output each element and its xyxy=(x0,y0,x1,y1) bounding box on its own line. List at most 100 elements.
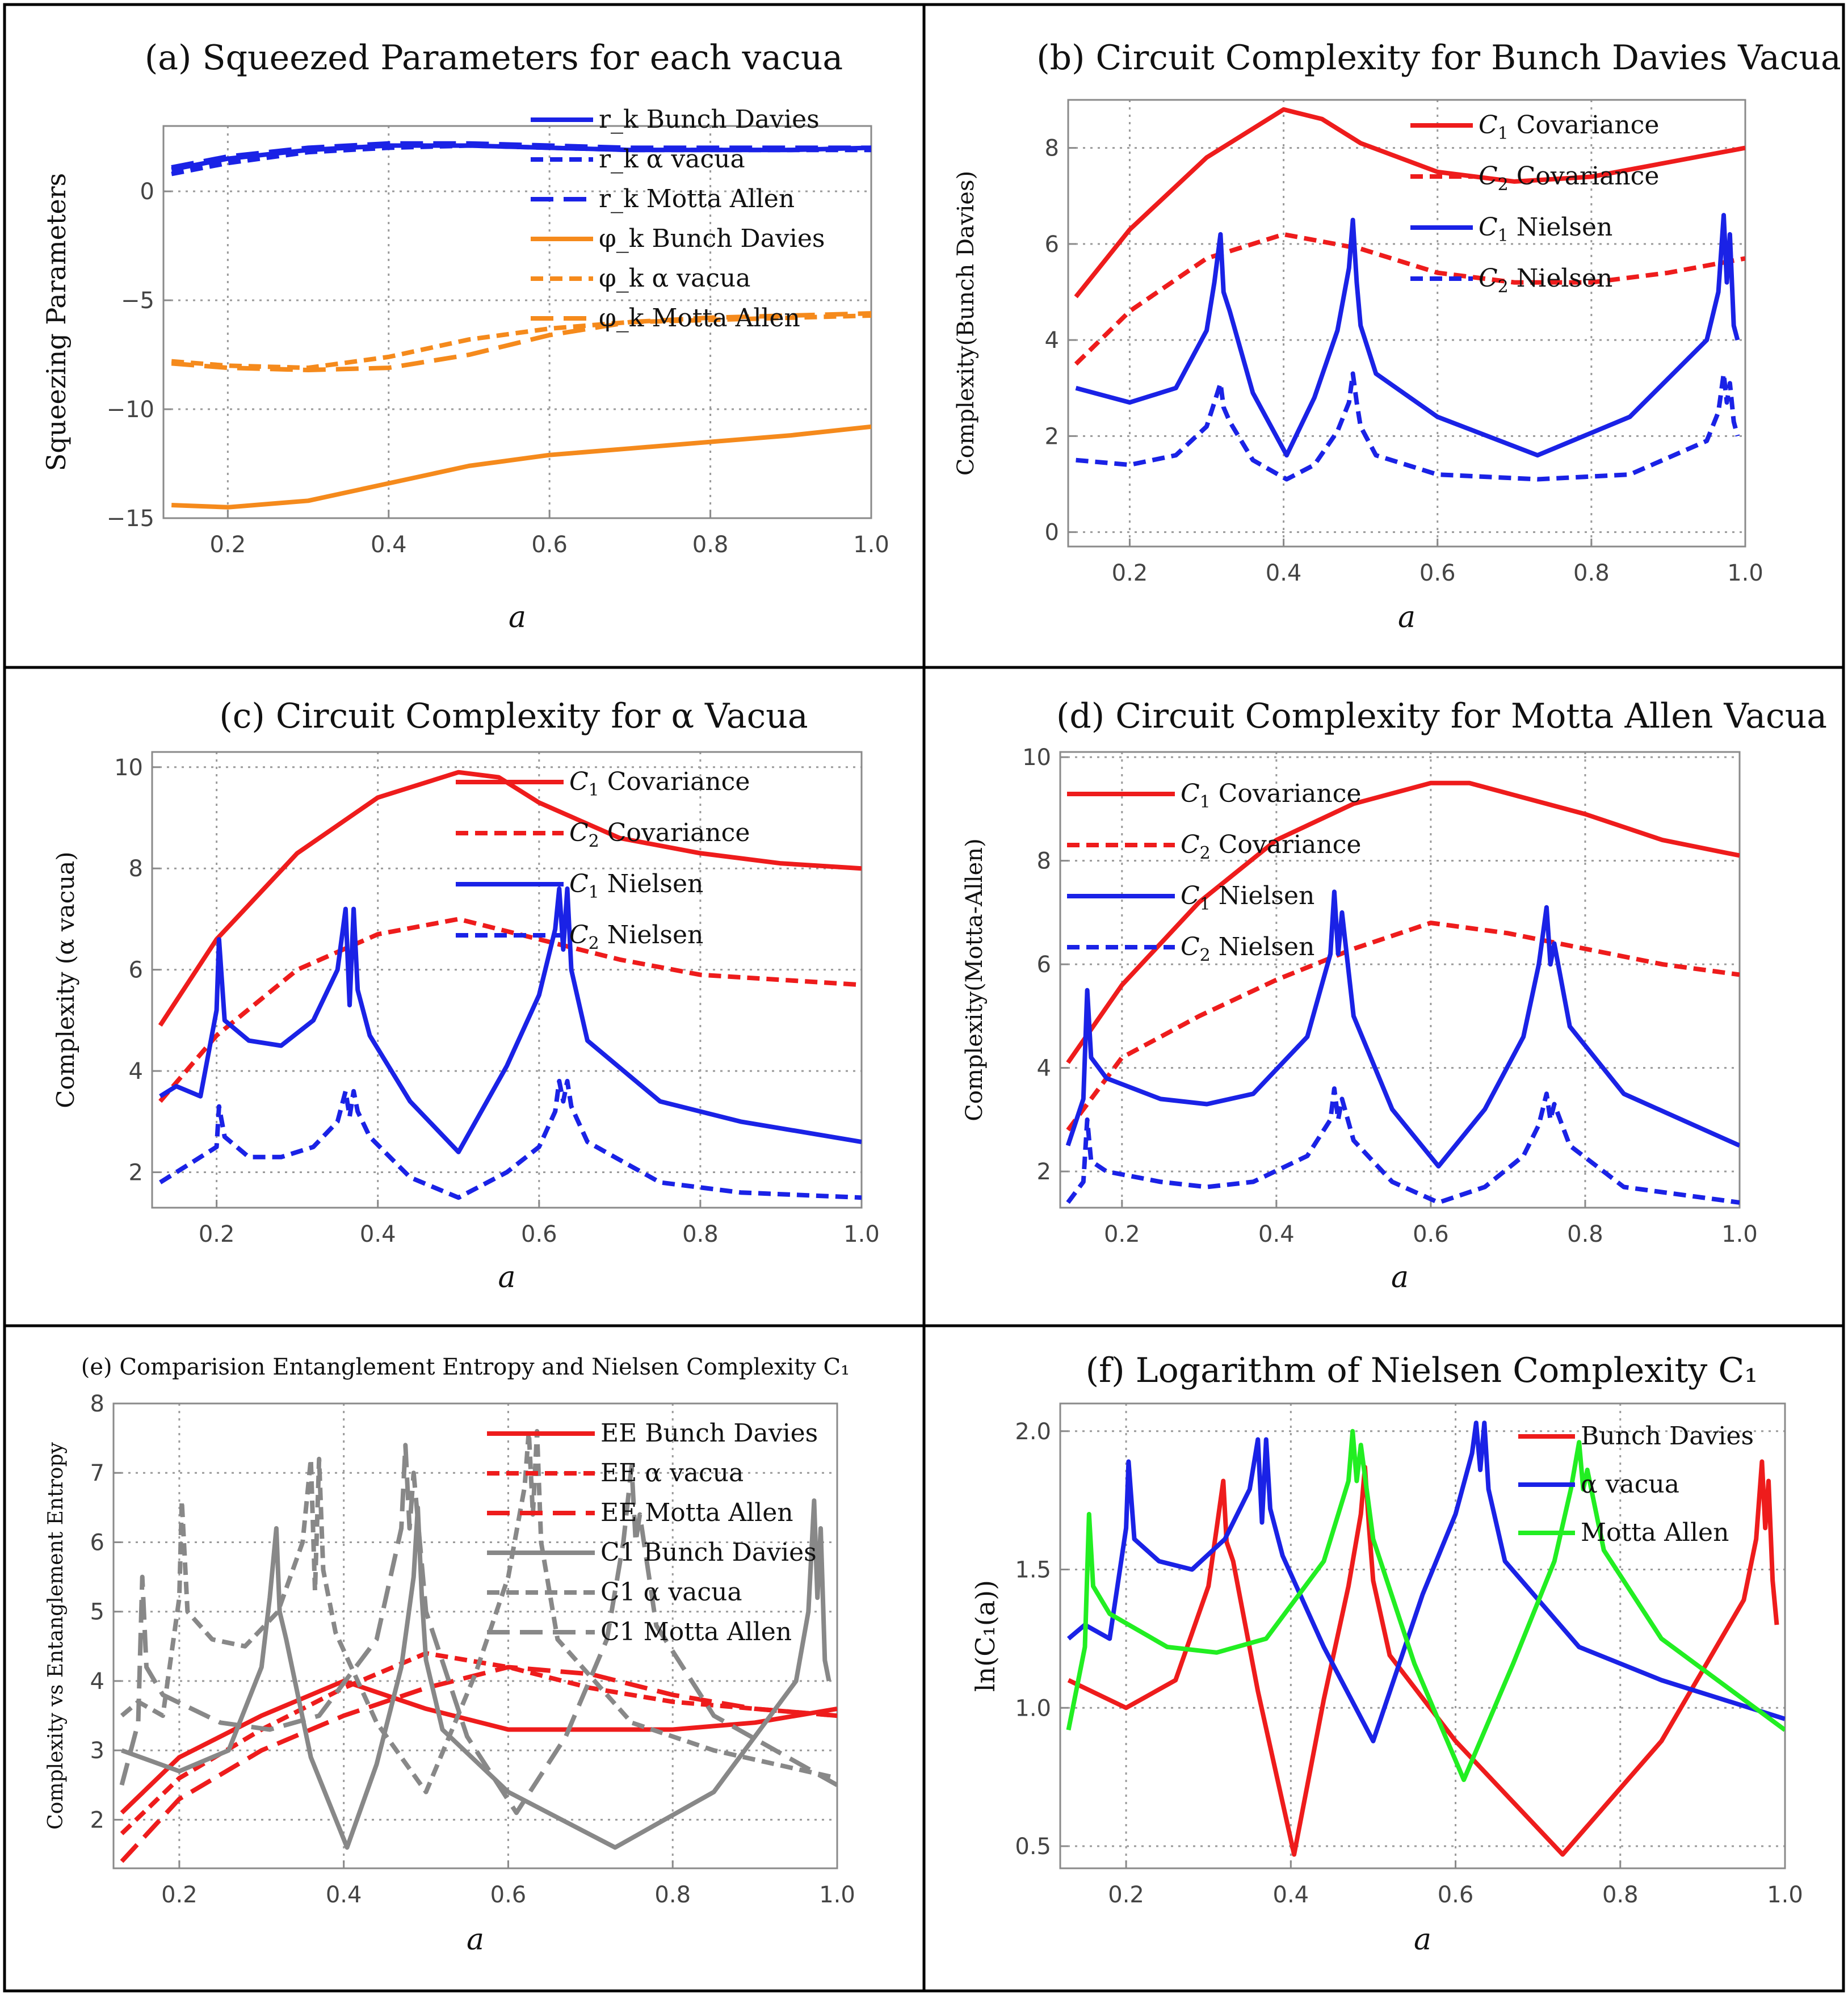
x-tick-label: 0.4 xyxy=(1258,1221,1295,1247)
y-axis-label: ln(C₁(a)) xyxy=(970,1580,1001,1692)
x-axis-label: a xyxy=(509,600,526,634)
y-tick-label: 0.5 xyxy=(1015,1834,1051,1860)
x-axis-label: a xyxy=(498,1260,515,1295)
y-tick-label: 4 xyxy=(129,1058,143,1085)
x-tick-label: 0.8 xyxy=(692,532,729,558)
legend-label: C2 Nielsen xyxy=(1181,932,1314,965)
y-tick-label: 1.5 xyxy=(1015,1557,1051,1583)
legend-label: EE Bunch Davies xyxy=(600,1419,818,1448)
legend-label: Motta Allen xyxy=(1581,1518,1729,1547)
y-tick-label: 6 xyxy=(1037,952,1051,978)
legend-label: C2 Covariance xyxy=(1181,830,1361,863)
legend-label: C1 Covariance xyxy=(1181,779,1361,812)
panel-e: (e) Comparision Entanglement Entropy and… xyxy=(44,1354,855,1957)
series-line-c1-motta-allen xyxy=(119,1443,837,1816)
plot-frame xyxy=(1067,99,1746,548)
x-tick-label: 0.2 xyxy=(161,1882,198,1908)
y-tick-label: 8 xyxy=(1045,136,1059,162)
y-tick-label: 4 xyxy=(90,1669,104,1695)
x-tick-label: 0.8 xyxy=(1567,1221,1603,1247)
legend: Bunch Davies α vacua Motta Allen xyxy=(1518,1422,1754,1547)
series-line--k-motta-allen xyxy=(171,311,871,372)
y-axis-label: Squeezing Parameters xyxy=(41,173,72,472)
y-axis-label: Complexity (α vacua) xyxy=(52,851,79,1108)
legend-label: C1 Nielsen xyxy=(569,869,703,902)
series-group xyxy=(158,770,862,1200)
chart-title: (f) Logarithm of Nielsen Complexity C₁ xyxy=(1086,1351,1758,1390)
legend-label: C2 Covariance xyxy=(1479,162,1659,195)
series-group xyxy=(1065,780,1740,1205)
series-line-c2-nielsen xyxy=(1066,1086,1740,1205)
y-tick-label: 6 xyxy=(129,957,143,984)
panel-b: (b) Circuit Complexity for Bunch Davies … xyxy=(953,38,1841,634)
series-line-c1-covariance xyxy=(1066,780,1740,1064)
legend-label: C1 Nielsen xyxy=(1181,881,1314,914)
y-tick-label: 6 xyxy=(90,1529,104,1556)
legend-label: r_k Bunch Davies xyxy=(599,105,820,134)
plot-frame xyxy=(1059,751,1741,1209)
x-tick-label: 0.4 xyxy=(1273,1882,1309,1908)
series-line-c2-covariance xyxy=(1066,921,1740,1132)
x-tick-label: 0.6 xyxy=(490,1882,527,1908)
x-tick-label: 0.4 xyxy=(326,1882,362,1908)
y-tick-label: 3 xyxy=(90,1738,104,1764)
chart-title: (c) Circuit Complexity for α Vacua xyxy=(219,696,808,736)
legend-label: C1 Nielsen xyxy=(1479,213,1612,246)
legend: C1 Covariance C2 Covariance C1 Nielsen C2 N… xyxy=(456,767,750,953)
legend-label: Bunch Davies xyxy=(1581,1422,1754,1451)
series-line--k-vacua xyxy=(171,313,871,371)
series-line-c1-nielsen xyxy=(1075,213,1740,458)
x-tick-label: 1.0 xyxy=(819,1882,855,1908)
y-tick-label: 1.0 xyxy=(1015,1695,1051,1721)
y-axis-label: Complexity(Bunch Davies) xyxy=(953,171,979,476)
y-tick-label: 2 xyxy=(1037,1159,1051,1185)
series-line-ee-bunch-davies xyxy=(120,1679,837,1815)
chart-title: (b) Circuit Complexity for Bunch Davies … xyxy=(1036,38,1841,78)
x-axis-label: a xyxy=(467,1923,484,1957)
y-tick-label: 10 xyxy=(114,755,143,781)
series-line--vacua xyxy=(1066,1421,1785,1743)
x-axis-label: a xyxy=(1391,1260,1409,1295)
panel-borders xyxy=(3,3,1845,1993)
plot-frame xyxy=(151,751,863,1209)
x-tick-label: 1.0 xyxy=(853,532,889,558)
legend: C1 Covariance C2 Covariance C1 Nielsen C2 N… xyxy=(1067,779,1361,965)
x-tick-label: 1.0 xyxy=(843,1221,880,1247)
legend-label: α vacua xyxy=(1581,1470,1679,1499)
series-group xyxy=(1074,107,1745,482)
y-axis-label: Complexity vs Entanglement Entropy xyxy=(44,1442,68,1829)
x-tick-label: 1.0 xyxy=(1727,560,1763,586)
series-line-c1-nielsen xyxy=(1065,889,1740,1169)
y-tick-label: 10 xyxy=(1022,745,1051,771)
x-tick-label: 0.6 xyxy=(1413,1221,1449,1247)
plot-frame xyxy=(112,1402,838,1869)
panel-f: (f) Logarithm of Nielsen Complexity C₁ 0.… xyxy=(970,1351,1803,1957)
legend-label: φ_k Motta Allen xyxy=(599,304,800,333)
x-tick-label: 0.6 xyxy=(1438,1882,1474,1908)
series-line-c2-nielsen xyxy=(1076,371,1740,482)
legend-label: r_k α vacua xyxy=(599,145,745,174)
legend: EE Bunch Davies EE α vacua EE Motta Allen C… xyxy=(487,1419,818,1646)
plot-frame xyxy=(1059,1402,1786,1869)
series-line-motta-allen xyxy=(1066,1428,1785,1782)
y-tick-label: 8 xyxy=(129,856,143,882)
series-group xyxy=(119,1428,837,1863)
series-line-ee-motta-allen xyxy=(120,1665,837,1863)
y-tick-label: −10 xyxy=(107,397,154,423)
chart-title: (e) Comparision Entanglement Entropy and… xyxy=(81,1354,850,1380)
x-tick-label: 0.8 xyxy=(1602,1882,1639,1908)
y-tick-label: 0 xyxy=(1045,520,1059,546)
x-tick-label: 0.4 xyxy=(1266,560,1302,586)
legend-label: C1 α vacua xyxy=(600,1578,742,1607)
series-line--k-bunch-davies xyxy=(171,424,871,510)
x-tick-label: 0.6 xyxy=(521,1221,557,1247)
legend: C1 Covariance C2 Covariance C1 Nielsen C2 N… xyxy=(1410,111,1659,297)
legend-label: C1 Covariance xyxy=(569,767,750,800)
gridlines xyxy=(1060,1403,1786,1868)
series-group xyxy=(1066,1421,1785,1857)
y-tick-label: 6 xyxy=(1045,232,1059,258)
y-tick-label: 4 xyxy=(1045,327,1059,354)
x-axis-label: a xyxy=(1398,600,1416,634)
legend-label: r_k Motta Allen xyxy=(599,184,795,213)
series-line-c1-vacua xyxy=(120,1428,837,1795)
